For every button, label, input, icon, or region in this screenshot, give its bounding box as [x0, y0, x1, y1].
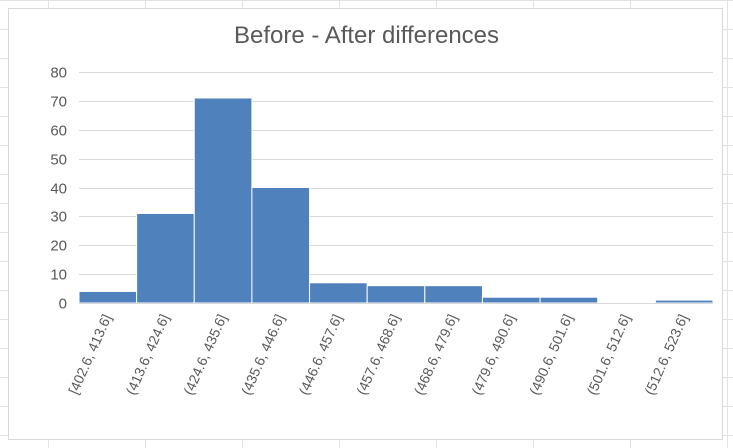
y-tick-label: 70 [50, 94, 67, 111]
y-axis-tick-labels: 0 10 20 30 40 50 60 70 80 [50, 65, 67, 313]
bar-6[interactable] [424, 285, 483, 304]
bar-0[interactable] [78, 290, 138, 304]
x-tick-label: (446.6, 457.6] [295, 312, 345, 397]
bar-2[interactable] [193, 97, 253, 304]
bar-4[interactable] [309, 282, 368, 304]
bar-10[interactable] [654, 299, 714, 304]
x-tick-label: (490.6, 501.6] [526, 312, 576, 397]
y-tick-label: 30 [50, 209, 67, 226]
y-tick-label: 80 [50, 65, 67, 82]
bar-7[interactable] [481, 296, 541, 304]
x-tick-label: (435.6, 446.6] [238, 312, 288, 397]
x-tick-label: (479.6, 490.6] [468, 312, 518, 397]
y-tick-label: 0 [59, 296, 67, 313]
x-tick-label: (413.6, 424.6] [122, 312, 172, 397]
x-tick-label: (512.6, 523.6] [641, 312, 691, 397]
x-tick-label: (468.6, 479.6] [411, 312, 461, 397]
bar-8[interactable] [539, 296, 599, 304]
y-tick-label: 40 [50, 181, 67, 198]
y-tick-label: 10 [50, 267, 67, 284]
y-tick-label: 20 [50, 238, 67, 255]
chart-area[interactable] [8, 8, 723, 440]
x-tick-label: (424.6, 435.6] [180, 312, 230, 397]
chart-title: Before - After differences [233, 22, 500, 49]
bar-3[interactable] [251, 187, 311, 304]
y-tick-label: 50 [50, 152, 67, 169]
y-tick-label: 60 [50, 123, 67, 140]
x-tick-label: (457.6, 468.6] [353, 312, 403, 397]
bars [78, 97, 714, 304]
x-tick-label: (501.6, 512.6] [584, 312, 634, 397]
x-tick-label: [402.6, 413.6] [65, 312, 114, 397]
x-axis-tick-labels: [402.6, 413.6] (413.6, 424.6] (424.6, 435.… [65, 312, 691, 397]
bar-1[interactable] [136, 212, 195, 304]
bar-5[interactable] [366, 285, 426, 304]
